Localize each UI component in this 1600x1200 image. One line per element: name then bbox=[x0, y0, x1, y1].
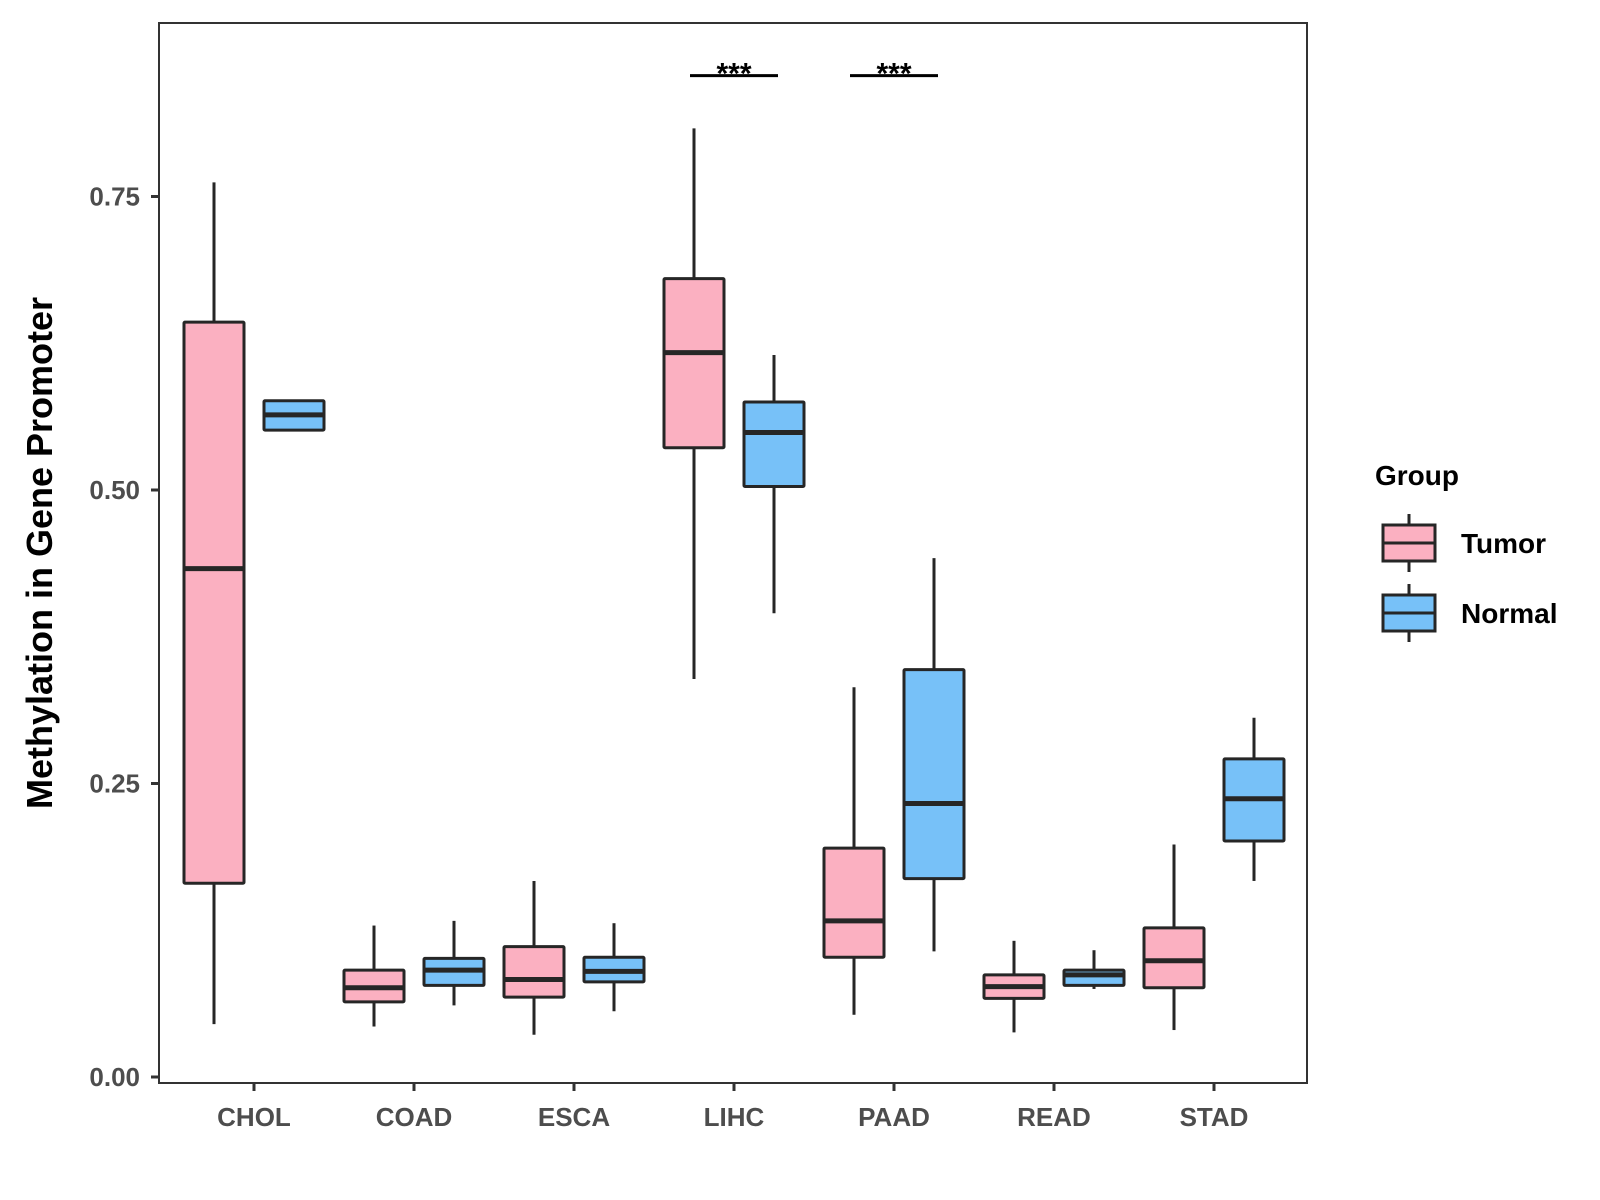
plot-panel-border bbox=[158, 22, 1308, 1084]
box-tumor-read bbox=[982, 940, 1046, 1033]
box-tumor-paad bbox=[822, 687, 886, 1015]
legend-title: Group bbox=[1375, 460, 1459, 491]
box-normal-read bbox=[1062, 950, 1126, 989]
y-tick-label: 0.25 bbox=[89, 769, 140, 799]
box-iqr bbox=[182, 320, 246, 885]
y-axis-label: Methylation in Gene Promoter bbox=[19, 297, 60, 809]
y-tick-label: 0.75 bbox=[89, 182, 140, 212]
box-normal-esca bbox=[582, 923, 646, 1012]
significance-label: *** bbox=[876, 58, 911, 91]
box-tumor-coad bbox=[342, 925, 406, 1027]
box-iqr bbox=[902, 668, 966, 881]
legend: Tumor Normal bbox=[1381, 514, 1557, 642]
x-tick-label: READ bbox=[1017, 1102, 1091, 1132]
box-iqr bbox=[502, 945, 566, 999]
box-iqr bbox=[742, 400, 806, 488]
box-normal-stad bbox=[1222, 717, 1286, 881]
box-normal-chol bbox=[262, 399, 326, 432]
boxes-layer bbox=[182, 128, 1286, 1035]
box-tumor-esca bbox=[502, 880, 566, 1035]
y-tick-label: 0.50 bbox=[89, 475, 140, 505]
legend-label: Tumor bbox=[1461, 528, 1546, 559]
significance-label: *** bbox=[716, 58, 751, 91]
box-tumor-chol bbox=[182, 182, 246, 1025]
axes-layer: 0.00 0.25 0.50 0.75 CHOL COAD ESCA LIHC PAAD READ… bbox=[89, 58, 1248, 1132]
legend-item-tumor: Tumor bbox=[1381, 514, 1546, 572]
x-tick-label: COAD bbox=[376, 1102, 453, 1132]
box-iqr bbox=[1142, 926, 1206, 990]
box-normal-lihc bbox=[742, 354, 806, 614]
legend-item-normal: Normal bbox=[1381, 584, 1557, 642]
x-tick-label: STAD bbox=[1180, 1102, 1249, 1132]
box-iqr bbox=[662, 277, 726, 450]
legend-label: Normal bbox=[1461, 598, 1557, 629]
x-tick-label: PAAD bbox=[858, 1102, 930, 1132]
x-tick-label: CHOL bbox=[217, 1102, 291, 1132]
x-tick-label: ESCA bbox=[538, 1102, 610, 1132]
box-tumor-stad bbox=[1142, 844, 1206, 1031]
box-normal-paad bbox=[902, 558, 966, 952]
box-normal-coad bbox=[422, 920, 486, 1006]
y-tick-label: 0.00 bbox=[89, 1062, 140, 1092]
box-tumor-lihc bbox=[662, 128, 726, 680]
x-tick-label: LIHC bbox=[704, 1102, 765, 1132]
box-iqr bbox=[822, 846, 886, 959]
